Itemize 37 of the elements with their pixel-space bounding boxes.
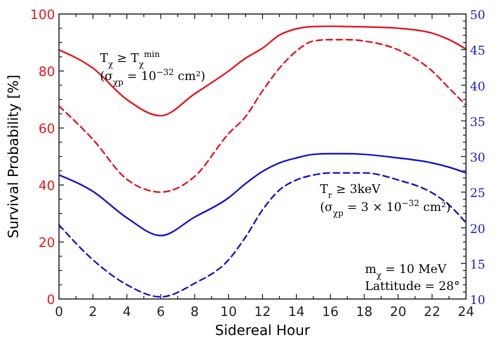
y2-tick-label: 45 <box>470 44 486 58</box>
x-tick-label: 14 <box>288 305 305 320</box>
y2-tick-label: 50 <box>470 8 486 22</box>
y-axis-title: Survival Probability [%] <box>6 74 22 238</box>
line-series <box>58 25 467 117</box>
y-tick-label: 80 <box>38 65 55 80</box>
y2-tick-label: 10 <box>470 293 486 307</box>
line-series <box>58 172 467 298</box>
y2-tick-label: 40 <box>470 79 486 94</box>
y-tick-label: 40 <box>38 179 55 194</box>
annotation: (σ$_{χp}$ = 3 × 10$^{−32}$ cm²) <box>320 198 451 218</box>
annotation: Lattitude = 28° <box>365 279 460 293</box>
x-tick-label: 2 <box>88 305 98 320</box>
annotation: m$_{χ}$ = 10 MeV <box>365 262 447 280</box>
line-series <box>58 152 467 236</box>
x-tick-label: 10 <box>220 305 237 320</box>
annotation: T$_{r}$ ≥ 3keV <box>320 182 381 200</box>
y2-tick-label: 15 <box>470 257 486 272</box>
y-tick-label: 0 <box>46 293 55 308</box>
x-axis-title: Sidereal Hour <box>215 323 310 339</box>
y2-tick-label: 25 <box>470 186 486 200</box>
y-tick-label: 100 <box>30 8 55 23</box>
x-tick-label: 6 <box>156 305 165 320</box>
x-tick-label: 16 <box>322 305 339 320</box>
x-tick-label: 4 <box>122 305 131 320</box>
x-tick-label: 24 <box>458 305 474 320</box>
y2-tick-label: 20 <box>470 222 486 236</box>
line-series <box>58 38 467 193</box>
y2-tick-label: 35 <box>470 114 486 129</box>
x-tick-label: 20 <box>390 305 406 320</box>
x-tick-label: 22 <box>424 305 440 320</box>
x-tick-label: 12 <box>254 305 271 320</box>
y2-tick-label: 30 <box>470 150 486 164</box>
x-tick-label: 8 <box>190 305 199 320</box>
y-tick-label: 60 <box>38 122 55 137</box>
y-tick-label: 20 <box>38 236 55 251</box>
x-tick-label: 18 <box>356 305 373 320</box>
